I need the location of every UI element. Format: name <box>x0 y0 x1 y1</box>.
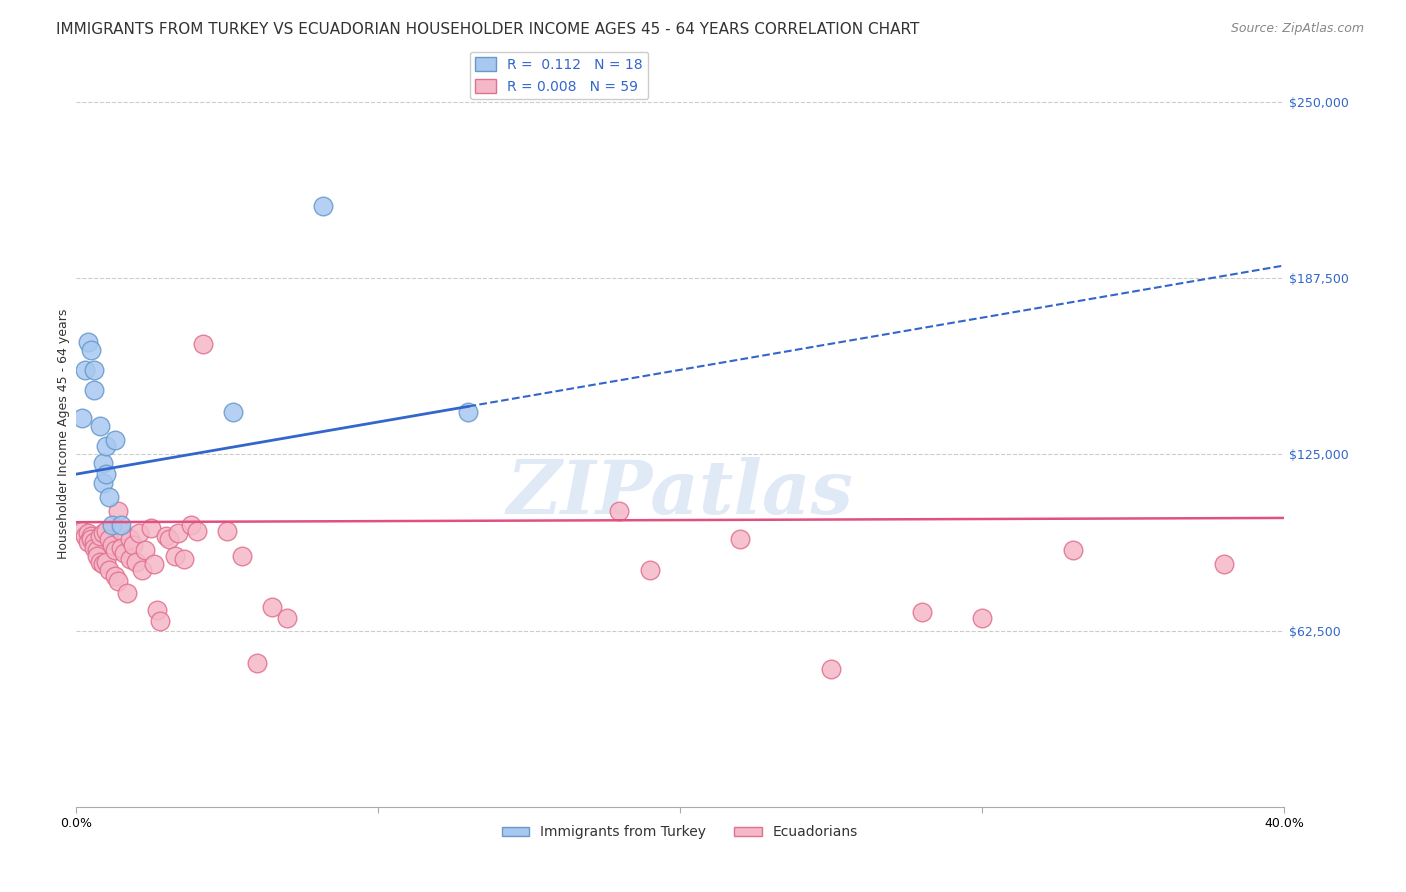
Point <box>76 526 98 541</box>
Point <box>86 543 108 558</box>
Point <box>83 535 105 549</box>
Point <box>115 585 138 599</box>
Point <box>910 606 932 620</box>
Point <box>73 529 96 543</box>
Point <box>80 343 103 358</box>
Text: IMMIGRANTS FROM TURKEY VS ECUADORIAN HOUSEHOLDER INCOME AGES 45 - 64 YEARS CORRE: IMMIGRANTS FROM TURKEY VS ECUADORIAN HOU… <box>56 22 920 37</box>
Point <box>312 199 335 213</box>
Point <box>98 563 121 577</box>
Point <box>125 555 148 569</box>
Point <box>80 529 103 543</box>
Point <box>98 490 121 504</box>
Point <box>730 532 752 546</box>
Point <box>104 568 127 582</box>
Point <box>246 657 269 671</box>
Point <box>110 524 132 538</box>
Point <box>107 504 129 518</box>
Point <box>101 538 124 552</box>
Point <box>107 574 129 589</box>
Y-axis label: Householder Income Ages 45 - 64 years: Householder Income Ages 45 - 64 years <box>58 308 70 558</box>
Point <box>215 524 238 538</box>
Point <box>89 529 111 543</box>
Point <box>191 337 214 351</box>
Point <box>104 543 127 558</box>
Point <box>120 552 142 566</box>
Point <box>94 555 117 569</box>
Point <box>820 662 842 676</box>
Point <box>180 518 202 533</box>
Point <box>76 535 98 549</box>
Point <box>165 549 187 563</box>
Point <box>157 532 180 546</box>
Point <box>76 334 98 349</box>
Point <box>70 524 93 538</box>
Point <box>128 526 150 541</box>
Point <box>83 363 105 377</box>
Point <box>94 439 117 453</box>
Point <box>83 541 105 555</box>
Point <box>89 555 111 569</box>
Point <box>89 419 111 434</box>
Point <box>167 526 190 541</box>
Point <box>131 563 153 577</box>
Point <box>231 549 253 563</box>
Point <box>457 405 479 419</box>
Point <box>155 529 177 543</box>
Point <box>186 524 208 538</box>
Point <box>146 602 169 616</box>
Point <box>609 504 631 518</box>
Point <box>222 405 245 419</box>
Point <box>94 467 117 482</box>
Legend: Immigrants from Turkey, Ecuadorians: Immigrants from Turkey, Ecuadorians <box>496 820 863 845</box>
Point <box>110 541 132 555</box>
Point <box>91 558 114 572</box>
Point <box>276 611 298 625</box>
Point <box>91 456 114 470</box>
Point <box>638 563 661 577</box>
Point <box>1062 543 1084 558</box>
Point <box>86 549 108 563</box>
Point <box>80 532 103 546</box>
Point <box>141 521 163 535</box>
Point <box>101 518 124 533</box>
Point <box>91 526 114 541</box>
Point <box>104 434 127 448</box>
Point <box>120 532 142 546</box>
Point <box>70 410 93 425</box>
Point <box>1212 558 1234 572</box>
Text: Source: ZipAtlas.com: Source: ZipAtlas.com <box>1230 22 1364 36</box>
Point <box>110 518 132 533</box>
Point <box>173 552 195 566</box>
Point <box>134 543 156 558</box>
Point <box>143 558 166 572</box>
Point <box>970 611 993 625</box>
Point <box>149 614 172 628</box>
Point <box>83 383 105 397</box>
Point <box>73 363 96 377</box>
Text: ZIPatlas: ZIPatlas <box>506 457 853 529</box>
Point <box>112 546 135 560</box>
Point <box>91 475 114 490</box>
Point <box>262 599 284 614</box>
Point <box>98 532 121 546</box>
Point <box>122 538 145 552</box>
Point <box>94 524 117 538</box>
